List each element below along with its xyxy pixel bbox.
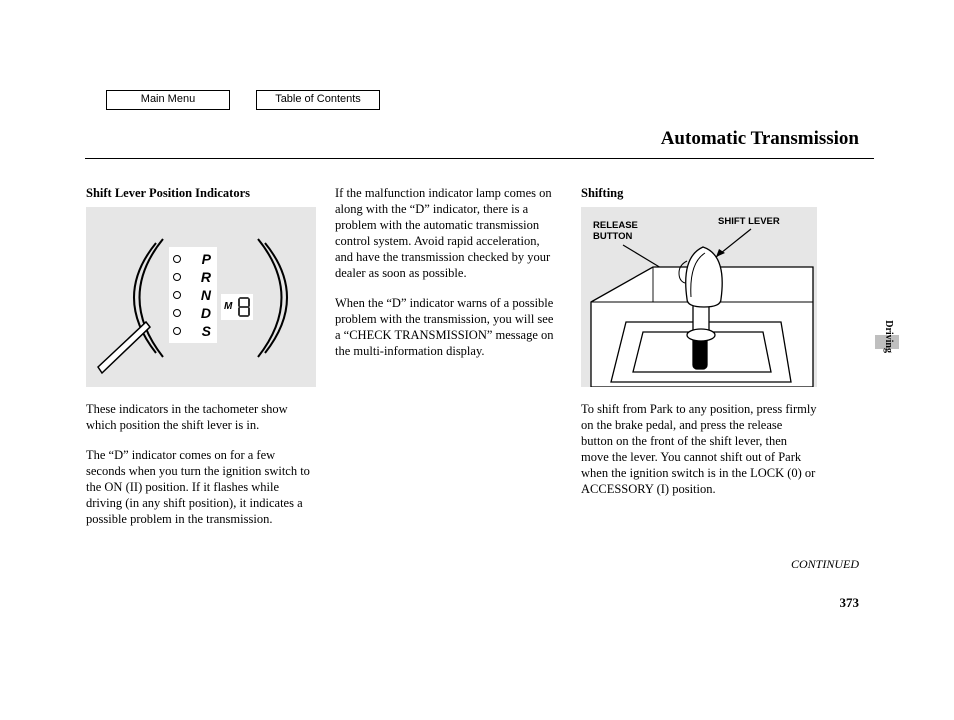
toc-button[interactable]: Table of Contents [256,90,380,110]
col1-heading: Shift Lever Position Indicators [86,185,316,201]
manual-page: Main Menu Table of Contents Automatic Tr… [0,0,954,720]
column-3: Shifting RELEASE BUTTON SHIFT LEVER [581,185,817,511]
figure-shift-lever: RELEASE BUTTON SHIFT LEVER [581,207,817,387]
gear-label: N [201,286,211,304]
prnds-box: P R N D S [169,247,217,343]
shift-lever-svg [581,207,817,387]
gear-label: P [202,250,211,268]
indicator-dot [173,273,181,281]
gear-label: S [202,322,211,340]
col2-para-1: If the malfunction indicator lamp comes … [335,185,560,281]
seven-segment-icon [237,296,251,318]
title-rule [85,158,874,159]
column-1: Shift Lever Position Indicators P R N D … [86,185,316,541]
prnds-row-p: P [173,250,211,268]
col3-heading: Shifting [581,185,817,201]
section-tab-label: Driving [883,320,894,353]
prnds-row-r: R [173,268,211,286]
m-label: M [224,301,232,312]
indicator-dot [173,309,181,317]
gear-label: R [201,268,211,286]
prnds-row-n: N [173,286,211,304]
prnds-row-s: S [173,322,211,340]
continued-label: CONTINUED [791,557,859,572]
col2-para-2: When the “D” indicator warns of a possib… [335,295,560,359]
prnds-row-d: D [173,304,211,322]
figure-shift-indicators: P R N D S M [86,207,316,387]
gear-number-display: M [221,294,253,320]
col1-para-2: The “D” indicator comes on for a few sec… [86,447,316,527]
page-number: 373 [840,595,860,611]
main-menu-button[interactable]: Main Menu [106,90,230,110]
indicator-dot [173,327,181,335]
page-title: Automatic Transmission [661,128,859,150]
column-2: If the malfunction indicator lamp comes … [335,185,560,373]
col3-para-1: To shift from Park to any position, pres… [581,401,817,497]
indicator-dot [173,291,181,299]
gear-label: D [201,304,211,322]
col1-para-1: These indicators in the tachometer show … [86,401,316,433]
indicator-dot [173,255,181,263]
